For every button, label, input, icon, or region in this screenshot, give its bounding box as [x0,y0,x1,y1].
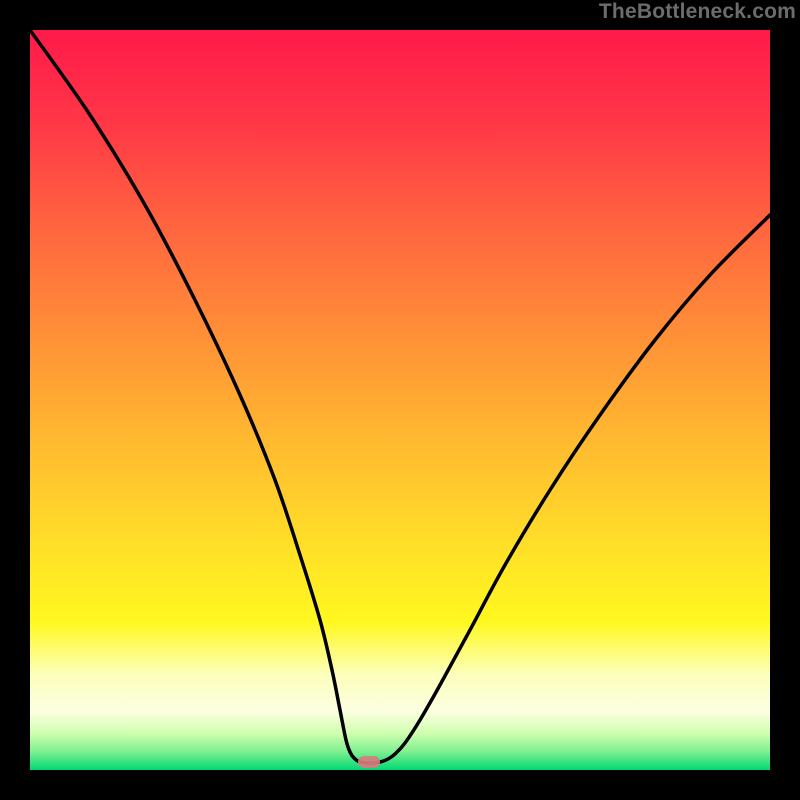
optimal-point-marker [358,756,380,768]
watermark-text: TheBottleneck.com [599,0,796,24]
chart-container: TheBottleneck.com [0,0,800,800]
plot-area-background [30,30,770,770]
bottleneck-chart [0,0,800,800]
